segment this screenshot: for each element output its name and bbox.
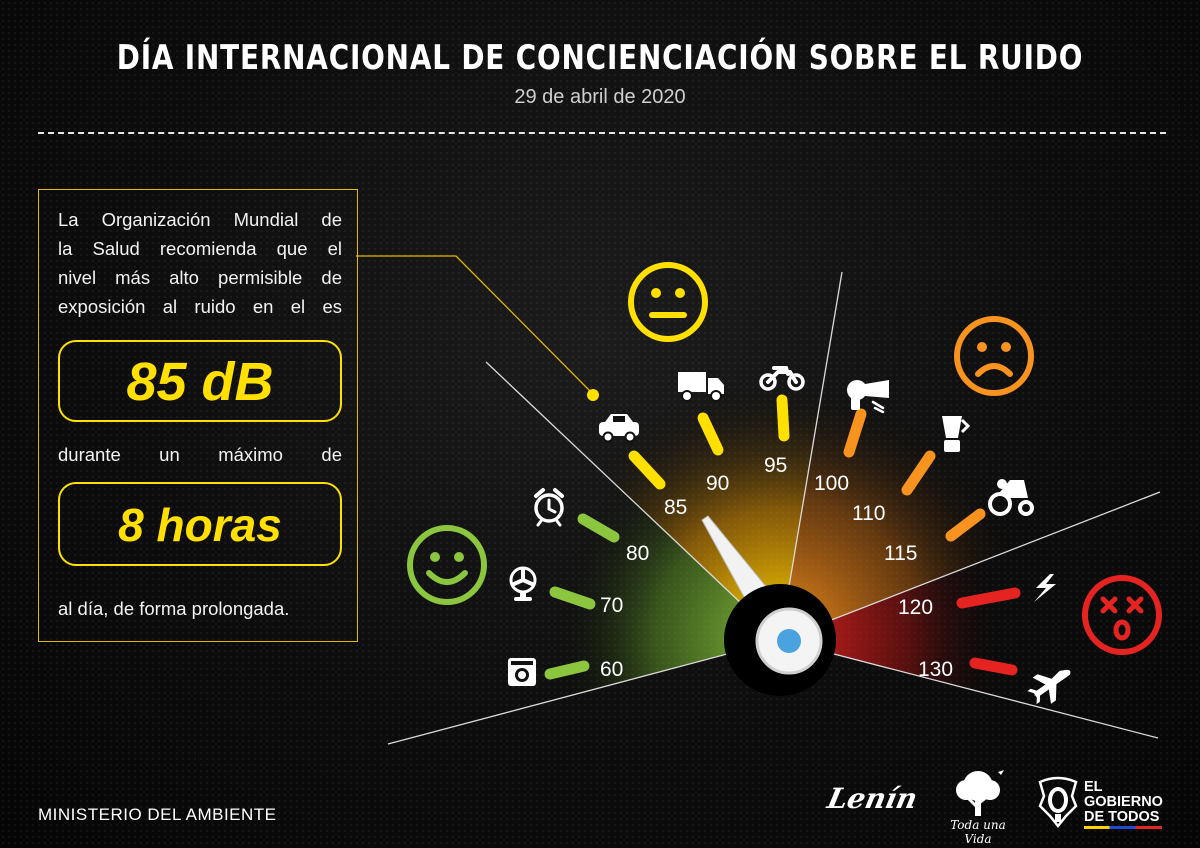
tick-label-120: 120 — [898, 596, 933, 619]
tick-label-115: 115 — [884, 542, 917, 565]
divider-line — [779, 271, 843, 641]
airplane-icon — [1027, 669, 1071, 705]
ministry-logo-text: MINISTERIO DEL AMBIENTE — [38, 805, 277, 824]
tick-label-100: 100 — [814, 472, 849, 495]
tick-label-90: 90 — [706, 472, 729, 495]
washing-machine-icon — [508, 658, 536, 686]
gobierno-line-2: GOBIERNO — [1084, 794, 1163, 810]
tick-80 — [577, 513, 620, 543]
gobierno-logo: EL GOBIERNO DE TODOS — [1084, 780, 1174, 825]
gauge-hub-center — [777, 629, 801, 653]
car-icon — [599, 414, 639, 443]
sad-face-icon — [954, 316, 1034, 396]
alarm-clock-icon — [534, 488, 564, 527]
truck-icon — [678, 372, 724, 402]
fan-icon — [509, 566, 537, 601]
neutral-face-icon — [628, 262, 708, 342]
info-line-4: exposición al ruido en el es — [58, 296, 342, 317]
info-line-1: La Organización Mundial de — [58, 209, 342, 230]
tick-110 — [901, 450, 936, 496]
thunder-icon — [1034, 574, 1056, 602]
tick-label-85: 85 — [664, 496, 687, 519]
info-line-3: nivel más alto permisible de — [58, 267, 342, 288]
tick-85 — [628, 450, 666, 490]
info-box — [38, 189, 358, 642]
green-zone — [374, 362, 780, 744]
tick-label-130: 130 — [918, 658, 953, 681]
red-zone — [780, 492, 1179, 738]
page-date: 29 de abril de 2020 — [514, 86, 686, 108]
toda-una-vida-logo: Toda una Vida — [950, 818, 1006, 846]
coat-of-arms-icon — [1038, 776, 1078, 828]
page-title: DÍA INTERNACIONAL DE CONCIENCIACIÓN SOBR… — [116, 38, 1084, 78]
tree-logo-icon — [956, 770, 1004, 816]
duration-box: 8 horas — [58, 482, 342, 566]
hair-dryer-icon — [847, 380, 889, 414]
tick-label-60: 60 — [600, 658, 623, 681]
blender-icon — [942, 416, 971, 452]
divider-line — [387, 639, 781, 745]
tick-90 — [697, 412, 724, 456]
divider-line — [779, 491, 1161, 641]
tick-60 — [544, 660, 590, 680]
callout-leader-dot — [587, 389, 599, 401]
yellow-zone — [486, 262, 842, 640]
motorcycle-icon — [759, 366, 805, 391]
orange-zone — [780, 272, 1160, 640]
tick-130 — [969, 657, 1018, 676]
tick-120 — [956, 587, 1021, 609]
info-line-6: al día, de forma prolongada. — [58, 598, 290, 619]
divider-line — [779, 639, 1159, 739]
tick-label-70: 70 — [600, 594, 623, 617]
divider-line — [485, 361, 781, 641]
gobierno-line-3: DE TODOS — [1084, 809, 1160, 825]
tick-115 — [945, 508, 986, 542]
flag-stripe — [1084, 826, 1162, 829]
tick-100 — [843, 408, 867, 458]
dizzy-face-icon — [1082, 575, 1162, 655]
tick-label-110: 110 — [852, 502, 885, 525]
tick-label-80: 80 — [626, 542, 649, 565]
tick-95 — [776, 394, 790, 442]
info-line-2: la Salud recomienda que el — [58, 238, 342, 259]
happy-face-icon — [407, 525, 487, 605]
gobierno-line-1: EL — [1084, 779, 1103, 795]
callout-leader-line — [356, 255, 593, 394]
tick-70 — [549, 586, 596, 610]
tick-label-95: 95 — [764, 454, 787, 477]
lenin-logo: Lenín — [824, 782, 921, 815]
level-box: 85 dB — [58, 340, 342, 422]
tractor-icon — [988, 479, 1034, 516]
dashed-divider — [38, 132, 1166, 134]
info-line-5: durante un máximo de — [58, 444, 342, 465]
